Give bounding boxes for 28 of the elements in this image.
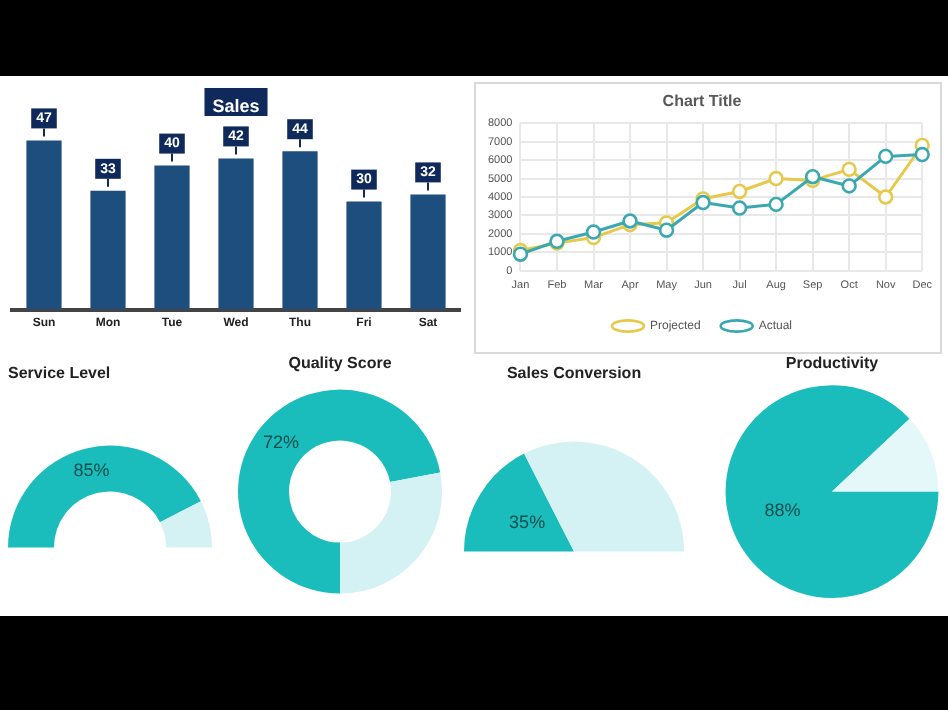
point <box>585 224 602 240</box>
bar <box>346 201 382 310</box>
chart-title: Quality Score <box>288 354 393 373</box>
data-label: 88% <box>764 500 801 521</box>
point <box>731 183 748 200</box>
chart-title: Productivity <box>785 354 880 373</box>
point <box>841 161 857 178</box>
bar <box>90 190 126 310</box>
data-label: 85% <box>73 459 110 480</box>
data-label: 35% <box>509 511 546 532</box>
point <box>878 148 894 165</box>
point <box>731 200 748 216</box>
point <box>768 196 784 213</box>
point <box>914 146 930 163</box>
data-label: 72% <box>263 431 300 452</box>
chart-title: Chart Title <box>662 92 743 111</box>
chart-title: Sales <box>212 95 260 116</box>
bar <box>218 158 254 310</box>
point <box>768 170 784 187</box>
point <box>841 178 857 194</box>
chart-title: Service Level <box>8 364 111 383</box>
bar <box>282 151 318 310</box>
point <box>658 222 675 238</box>
bar <box>26 140 62 310</box>
chart-title: Sales Conversion <box>506 364 642 383</box>
bar <box>154 165 190 310</box>
point <box>878 189 894 205</box>
bar <box>410 194 446 310</box>
